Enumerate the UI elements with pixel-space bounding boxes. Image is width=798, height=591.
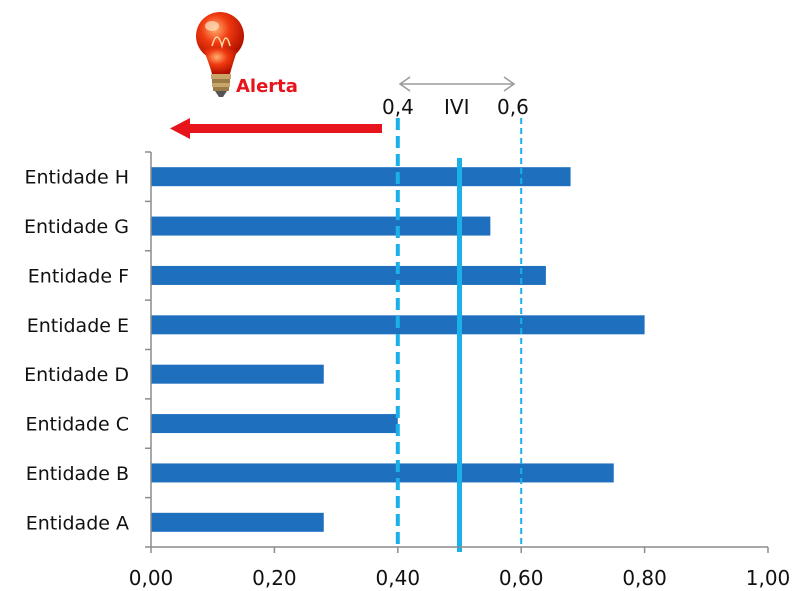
category-label: Entidade H — [24, 167, 129, 189]
x-tick-label: 0,40 — [376, 566, 421, 590]
alert-label: Alerta — [236, 76, 298, 97]
category-label: Entidade A — [26, 512, 129, 534]
category-labels: Entidade A Entidade B Entidade C Entidade D… — [24, 167, 129, 535]
category-label: Entidade G — [24, 216, 129, 238]
axes — [145, 151, 769, 553]
x-tick-label: 1,00 — [746, 566, 791, 590]
x-tick-label: 0,60 — [499, 566, 544, 590]
bar-entidade-g — [151, 216, 491, 236]
bar-entidade-d — [151, 364, 324, 384]
alert-arrow — [170, 118, 382, 139]
category-label: Entidade C — [25, 414, 129, 436]
bar-entidade-f — [151, 265, 546, 285]
light-bulb-icon — [196, 12, 244, 97]
x-tick-label: 0,00 — [129, 566, 174, 590]
lower-threshold-label: 0,4 — [382, 95, 414, 119]
bar-entidade-h — [151, 167, 571, 187]
bar-entidade-b — [151, 463, 614, 483]
upper-threshold-label: 0,6 — [497, 95, 529, 119]
bars-layer — [151, 167, 645, 532]
x-tick-label: 0,80 — [622, 566, 667, 590]
reference-lines — [395, 118, 523, 552]
x-tick-label: 0,20 — [252, 566, 297, 590]
category-label: Entidade D — [24, 364, 129, 386]
x-tick-labels: 0,00 0,20 0,40 0,60 0,80 1,00 — [129, 566, 791, 590]
category-label: Entidade E — [27, 315, 129, 337]
index-label: IVI — [444, 95, 469, 119]
range-arrow — [398, 76, 516, 92]
bar-entidade-c — [151, 414, 398, 434]
category-label: Entidade F — [28, 265, 129, 287]
bar-entidade-a — [151, 512, 324, 532]
category-label: Entidade B — [26, 463, 129, 485]
